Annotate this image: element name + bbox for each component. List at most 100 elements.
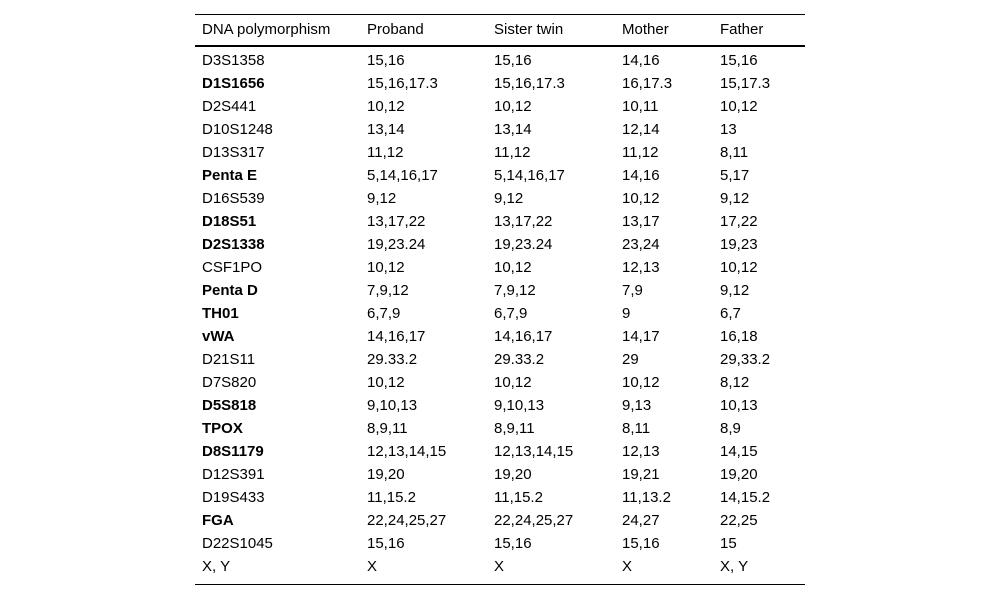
column-header-sister-twin: Sister twin <box>494 21 564 39</box>
column-header-proband: Proband <box>367 21 424 39</box>
allele-value-cell: 6,7,9 <box>494 304 528 322</box>
table-row: FGA 22,24,25,27 22,24,25,27 24,27 22,25 <box>195 509 805 532</box>
table-row: D22S1045 15,16 15,16 15,16 15 <box>195 532 805 555</box>
allele-value-cell: 14,17 <box>622 327 660 345</box>
marker-name-cell: D21S11 <box>202 350 256 368</box>
table-row: Penta D 7,9,12 7,9,12 7,9 9,12 <box>195 279 805 302</box>
table-row: D19S433 11,15.2 11,15.2 11,13.2 14,15.2 <box>195 486 805 509</box>
marker-name-cell: FGA <box>202 511 234 529</box>
allele-value-cell: 29.33.2 <box>367 350 418 368</box>
marker-name-cell: D22S1045 <box>202 534 273 552</box>
allele-value-cell: 22,24,25,27 <box>494 511 574 529</box>
allele-value-cell: 9,12 <box>720 281 750 299</box>
allele-value-cell: 24,27 <box>622 511 660 529</box>
allele-value-cell: 8,12 <box>720 373 750 391</box>
marker-name-cell: D2S441 <box>202 97 257 115</box>
table-row: D21S11 29.33.2 29.33.2 29 29,33.2 <box>195 348 805 371</box>
marker-name-cell: D12S391 <box>202 465 265 483</box>
marker-name-cell: X, Y <box>202 557 231 575</box>
allele-value-cell: 16,17.3 <box>622 74 673 92</box>
allele-value-cell: 19,23.24 <box>494 235 553 253</box>
allele-value-cell: 9,12 <box>367 189 397 207</box>
table-row: D10S1248 13,14 13,14 12,14 13 <box>195 118 805 141</box>
allele-value-cell: 11,12 <box>367 143 404 161</box>
table-row: D1S1656 15,16,17.3 15,16,17.3 16,17.3 15,17.… <box>195 72 805 95</box>
allele-value-cell: 19,23 <box>720 235 758 253</box>
table-header: DNA polymorphism Proband Sister twin Mother… <box>195 15 805 46</box>
marker-name-cell: Penta E <box>202 166 258 184</box>
allele-value-cell: 12,14 <box>622 120 660 138</box>
allele-value-cell: 11,13.2 <box>622 488 671 506</box>
allele-value-cell: 9,10,13 <box>494 396 545 414</box>
allele-value-cell: 10,12 <box>720 97 758 115</box>
marker-name-cell: D2S1338 <box>202 235 265 253</box>
table-row: X, Y X X X X, Y <box>195 555 805 585</box>
allele-value-cell: 8,11 <box>720 143 749 161</box>
allele-value-cell: X <box>622 557 633 575</box>
allele-value-cell: 8,9,11 <box>494 419 535 437</box>
allele-value-cell: 10,12 <box>622 373 660 391</box>
allele-value-cell: X, Y <box>720 557 749 575</box>
allele-value-cell: 22,24,25,27 <box>367 511 447 529</box>
table-row: D16S539 9,12 9,12 10,12 9,12 <box>195 187 805 210</box>
allele-value-cell: X <box>367 557 378 575</box>
allele-value-cell: 5,14,16,17 <box>494 166 565 184</box>
marker-name-cell: D7S820 <box>202 373 257 391</box>
allele-value-cell: 9,12 <box>720 189 750 207</box>
allele-value-cell: 9,13 <box>622 396 652 414</box>
allele-value-cell: 15 <box>720 534 737 552</box>
allele-value-cell: 10,12 <box>720 258 758 276</box>
allele-value-cell: 16,18 <box>720 327 758 345</box>
marker-name-cell: D10S1248 <box>202 120 273 138</box>
allele-value-cell: 11,12 <box>622 143 659 161</box>
marker-name-cell: D3S1358 <box>202 51 265 69</box>
allele-value-cell: 8,9,11 <box>367 419 408 437</box>
allele-value-cell: 22,25 <box>720 511 758 529</box>
allele-value-cell: 7,9,12 <box>367 281 409 299</box>
allele-value-cell: 19,21 <box>622 465 660 483</box>
marker-name-cell: D13S317 <box>202 143 265 161</box>
allele-value-cell: 10,12 <box>494 373 532 391</box>
allele-value-cell: 13,14 <box>494 120 532 138</box>
allele-value-cell: 23,24 <box>622 235 660 253</box>
table-row: Penta E 5,14,16,17 5,14,16,17 14,16 5,17 <box>195 164 805 187</box>
allele-value-cell: 10,12 <box>494 97 532 115</box>
allele-value-cell: 13,14 <box>367 120 405 138</box>
marker-name-cell: D8S1179 <box>202 442 264 460</box>
allele-value-cell: 9 <box>622 304 631 322</box>
allele-value-cell: 17,22 <box>720 212 758 230</box>
table-row: D12S391 19,20 19,20 19,21 19,20 <box>195 463 805 486</box>
allele-value-cell: 14,16 <box>622 166 660 184</box>
table-row: D13S317 11,12 11,12 11,12 8,11 <box>195 141 805 164</box>
table-body: D3S1358 15,16 15,16 14,16 15,16 D1S1656 15,16,… <box>195 46 805 585</box>
allele-value-cell: 10,11 <box>622 97 659 115</box>
allele-value-cell: 7,9 <box>622 281 643 299</box>
marker-name-cell: TH01 <box>202 304 239 322</box>
allele-value-cell: 15,16,17.3 <box>494 74 565 92</box>
marker-name-cell: Penta D <box>202 281 258 299</box>
table-row: D18S51 13,17,22 13,17,22 13,17 17,22 <box>195 210 805 233</box>
column-header-mother: Mother <box>622 21 669 39</box>
allele-value-cell: 15,16 <box>367 51 405 69</box>
allele-value-cell: 7,9,12 <box>494 281 536 299</box>
allele-value-cell: 8,11 <box>622 419 651 437</box>
marker-name-cell: D16S539 <box>202 189 265 207</box>
allele-value-cell: 14,16,17 <box>367 327 426 345</box>
allele-value-cell: 15,16,17.3 <box>367 74 438 92</box>
allele-value-cell: 15,16 <box>494 51 532 69</box>
allele-value-cell: 12,13 <box>622 258 660 276</box>
table-row: D5S818 9,10,13 9,10,13 9,13 10,13 <box>195 394 805 417</box>
allele-value-cell: 6,7,9 <box>367 304 401 322</box>
allele-value-cell: 13,17 <box>622 212 660 230</box>
marker-name-cell: D5S818 <box>202 396 257 414</box>
allele-value-cell: 13 <box>720 120 737 138</box>
allele-value-cell: 11,15.2 <box>494 488 543 506</box>
allele-value-cell: 14,16,17 <box>494 327 553 345</box>
allele-value-cell: 29,33.2 <box>720 350 771 368</box>
allele-value-cell: 19,20 <box>720 465 758 483</box>
allele-value-cell: 5,17 <box>720 166 750 184</box>
allele-value-cell: 14,15 <box>720 442 758 460</box>
allele-value-cell: 11,15.2 <box>367 488 416 506</box>
allele-value-cell: 15,16 <box>367 534 405 552</box>
